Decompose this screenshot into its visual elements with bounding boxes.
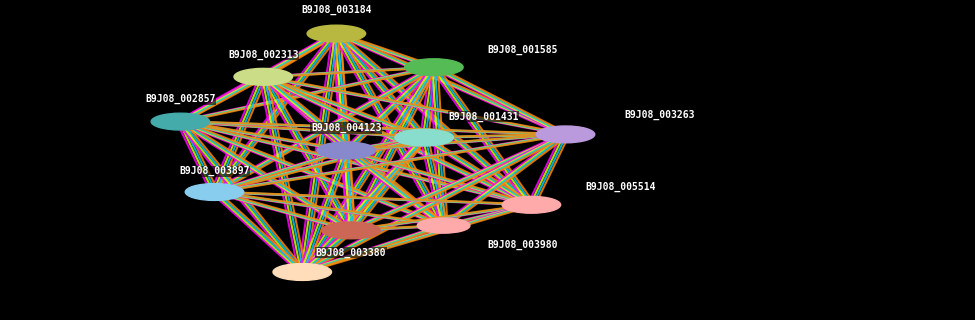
Ellipse shape bbox=[151, 113, 210, 130]
Text: B9J08_003897: B9J08_003897 bbox=[179, 166, 250, 176]
Text: B9J08_003263: B9J08_003263 bbox=[624, 110, 694, 120]
Text: B9J08_003380: B9J08_003380 bbox=[316, 248, 386, 258]
Text: B9J08_003980: B9J08_003980 bbox=[488, 240, 558, 250]
Ellipse shape bbox=[536, 126, 595, 143]
Ellipse shape bbox=[307, 25, 366, 42]
Ellipse shape bbox=[234, 68, 292, 85]
Ellipse shape bbox=[322, 222, 380, 239]
Text: B9J08_001431: B9J08_001431 bbox=[448, 112, 519, 122]
Text: B9J08_002857: B9J08_002857 bbox=[145, 94, 215, 104]
Ellipse shape bbox=[317, 142, 375, 159]
Ellipse shape bbox=[273, 264, 332, 280]
Ellipse shape bbox=[395, 129, 453, 146]
Text: B9J08_002313: B9J08_002313 bbox=[228, 49, 298, 60]
Ellipse shape bbox=[405, 59, 463, 76]
Ellipse shape bbox=[417, 218, 470, 233]
Text: B9J08_005514: B9J08_005514 bbox=[585, 182, 655, 192]
Ellipse shape bbox=[185, 184, 244, 200]
Text: B9J08_003184: B9J08_003184 bbox=[301, 4, 371, 15]
Text: B9J08_004123: B9J08_004123 bbox=[311, 123, 381, 133]
Text: B9J08_001585: B9J08_001585 bbox=[488, 44, 558, 55]
Ellipse shape bbox=[502, 196, 561, 213]
